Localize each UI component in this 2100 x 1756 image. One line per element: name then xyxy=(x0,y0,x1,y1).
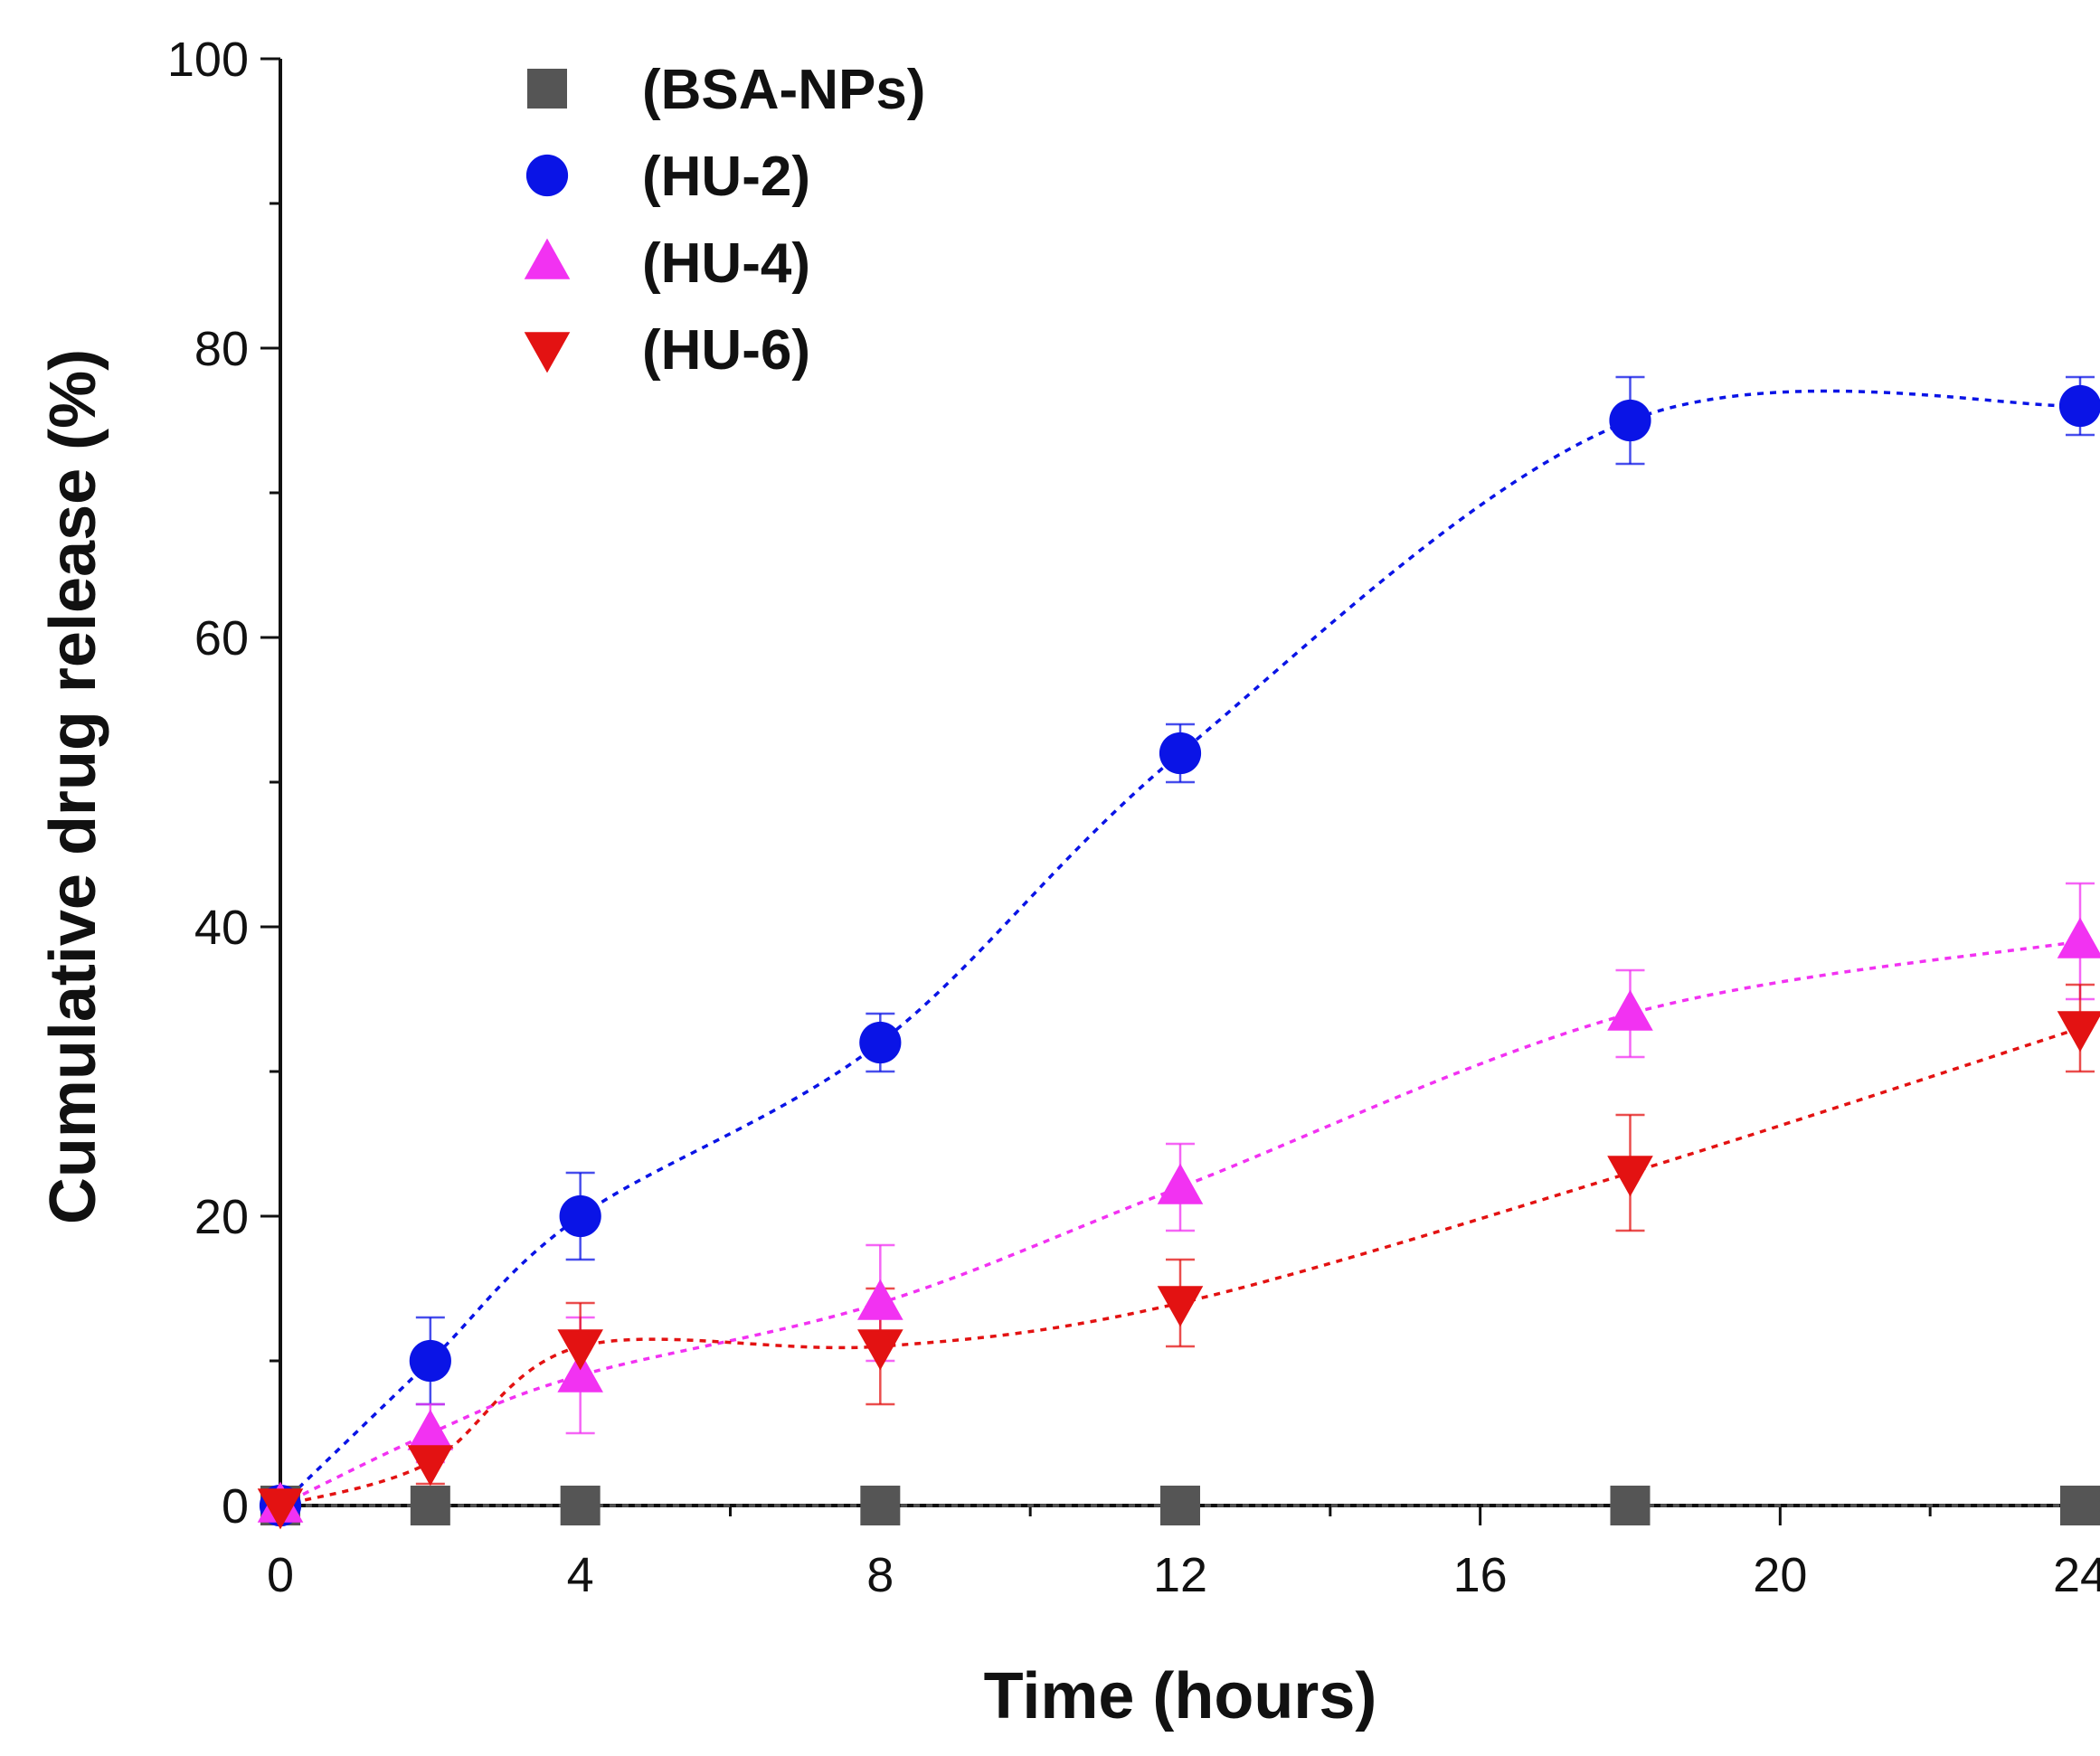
legend-label-bsa-nps: (BSA-NPs) xyxy=(642,59,925,121)
data-point-hu-6 xyxy=(257,1488,304,1530)
x-tick-label: 16 xyxy=(1453,1548,1508,1602)
ticks: 0 4 8 12 16 20 24 0 20 40 60 80 100 xyxy=(167,33,2100,1602)
legend-marker-hu-4 xyxy=(524,238,571,279)
error-bars xyxy=(266,375,2095,1522)
data-point-bsa-nps xyxy=(1610,1486,1651,1525)
x-tick-label: 8 xyxy=(866,1548,894,1602)
x-tick-label: 0 xyxy=(267,1548,294,1602)
fit-curve-hu-2 xyxy=(279,389,2081,1507)
y-tick-label: 100 xyxy=(167,33,249,87)
data-point-hu-2 xyxy=(859,1021,902,1064)
data-point-hu-6 xyxy=(407,1445,454,1487)
data-points xyxy=(257,384,2100,1530)
data-point-hu-6 xyxy=(557,1329,603,1371)
x-tick-label: 4 xyxy=(567,1548,594,1602)
data-point-hu-6 xyxy=(2057,1011,2100,1053)
legend: (BSA-NPs) (HU-2) (HU-4) (HU-6) xyxy=(524,59,925,382)
fit-curves xyxy=(279,389,2081,1507)
legend-marker-bsa-nps xyxy=(527,69,567,109)
data-point-hu-4 xyxy=(1607,989,1653,1031)
y-tick-label: 20 xyxy=(194,1190,249,1244)
data-point-hu-2 xyxy=(1609,399,1651,442)
data-point-hu-4 xyxy=(857,1279,903,1320)
x-tick-label: 24 xyxy=(2053,1548,2100,1602)
data-point-bsa-nps xyxy=(560,1486,601,1525)
legend-marker-hu-6 xyxy=(524,332,571,373)
legend-label-hu-2: (HU-2) xyxy=(642,146,810,208)
data-point-hu-2 xyxy=(559,1194,601,1238)
data-point-hu-4 xyxy=(2057,917,2100,958)
x-tick-label: 12 xyxy=(1153,1548,1207,1602)
data-point-hu-2 xyxy=(1159,732,1202,775)
y-tick-label: 40 xyxy=(194,901,249,955)
data-point-hu-2 xyxy=(2058,384,2100,428)
data-point-hu-4 xyxy=(407,1409,454,1450)
data-point-hu-2 xyxy=(409,1339,451,1383)
data-point-hu-4 xyxy=(557,1351,603,1393)
y-tick-label: 0 xyxy=(222,1479,249,1534)
fit-curve-hu-4 xyxy=(279,939,2081,1507)
data-point-hu-6 xyxy=(1157,1286,1204,1327)
data-point-bsa-nps xyxy=(860,1486,901,1525)
legend-label-hu-6: (HU-6) xyxy=(642,319,810,382)
fit-curve-hu-6 xyxy=(279,1026,2081,1507)
y-tick-label: 60 xyxy=(194,611,249,666)
data-point-hu-6 xyxy=(1607,1156,1653,1197)
data-point-bsa-nps xyxy=(1160,1486,1200,1525)
x-tick-label: 20 xyxy=(1753,1548,1807,1602)
data-point-hu-4 xyxy=(1157,1163,1204,1204)
y-axis-title: Cumulative drug release (%) xyxy=(37,349,109,1224)
data-point-bsa-nps xyxy=(2060,1486,2100,1525)
data-point-hu-6 xyxy=(857,1329,903,1371)
y-tick-label: 80 xyxy=(194,322,249,376)
data-point-bsa-nps xyxy=(410,1486,450,1525)
legend-marker-hu-2 xyxy=(525,154,569,197)
x-axis-title: Time (hours) xyxy=(984,1660,1377,1732)
legend-label-hu-4: (HU-4) xyxy=(642,232,810,295)
